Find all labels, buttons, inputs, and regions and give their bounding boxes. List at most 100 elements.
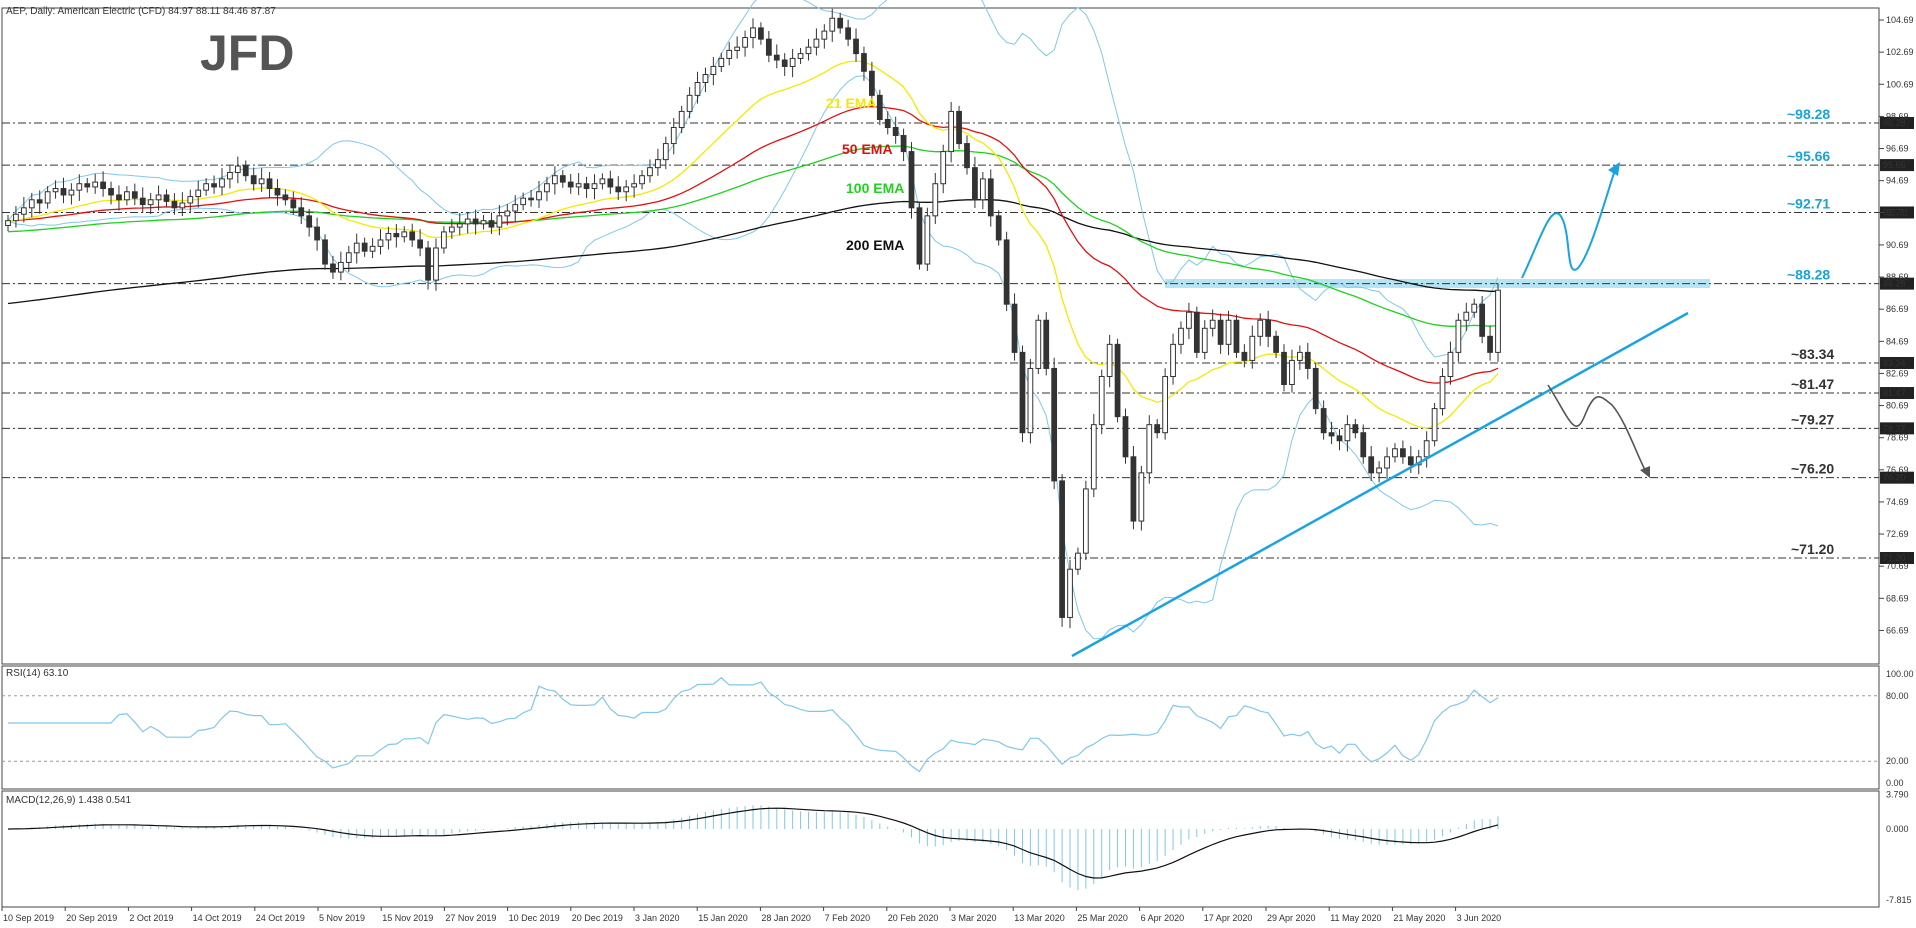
axes: 104.69 102.69 100.69 98.69 96.69 94.69 92.71 90… xyxy=(1,15,1914,923)
candle-body xyxy=(1186,311,1192,329)
candle-body xyxy=(234,165,241,173)
candle-body xyxy=(1193,311,1200,353)
candle-body xyxy=(813,38,820,48)
candle-body xyxy=(456,223,463,228)
candle-body xyxy=(1344,424,1351,442)
candle-body xyxy=(734,46,741,51)
candle-body xyxy=(1296,351,1303,361)
candle-body xyxy=(662,143,669,161)
level-label: ~95.66 xyxy=(1787,148,1830,164)
candle-body xyxy=(1257,319,1264,337)
candle-body xyxy=(528,197,534,201)
price-axis-label: 76.69 xyxy=(1886,465,1909,475)
candle-body xyxy=(337,261,344,273)
candle-body xyxy=(1162,375,1169,434)
candle-body xyxy=(536,191,542,201)
ema50-label: 50 EMA xyxy=(842,141,893,157)
candle-body xyxy=(995,215,1002,241)
candle-body xyxy=(227,171,233,180)
price-tag-text: 83.34 xyxy=(1883,358,1906,368)
candle-body xyxy=(28,199,35,209)
price-tag-text: 81.47 xyxy=(1883,388,1906,398)
price-axis-label: 100.69 xyxy=(1886,79,1914,89)
candle-body xyxy=(5,220,11,226)
candle-body xyxy=(1011,303,1018,353)
candle-body xyxy=(1304,351,1311,369)
candle-body xyxy=(425,247,431,281)
candle-body xyxy=(559,175,566,183)
ema100-line xyxy=(7,145,1499,327)
candle-body xyxy=(1075,552,1081,570)
bullish-projection-arrow xyxy=(1521,169,1616,279)
macd-axis-label: -7.815 xyxy=(1886,895,1912,905)
time-axis-label: 7 Feb 2020 xyxy=(825,913,871,923)
price-tag-text: 95.66 xyxy=(1883,160,1906,170)
candle-body xyxy=(972,167,978,201)
candle-body xyxy=(155,194,162,201)
candle-body xyxy=(282,194,289,201)
candle-body xyxy=(1392,448,1398,458)
candle-body xyxy=(409,231,416,241)
price-axis-label: 92.71 xyxy=(1886,207,1909,217)
price-axis-label: 96.69 xyxy=(1886,144,1909,154)
time-axis-label: 24 Oct 2019 xyxy=(256,913,305,923)
candle-body xyxy=(639,175,645,185)
candle-body xyxy=(1090,424,1097,490)
candle-body xyxy=(480,220,487,225)
candle-body xyxy=(575,183,582,188)
ema200-line xyxy=(7,198,1498,305)
candle-body xyxy=(322,239,328,265)
rsi-header: RSI(14) 63.10 xyxy=(6,668,69,679)
candle-body xyxy=(678,110,685,128)
price-tag xyxy=(1880,159,1914,172)
time-axis-label: 6 Apr 2020 xyxy=(1141,913,1185,923)
level-label: ~88.28 xyxy=(1787,267,1830,283)
price-axis-label: 90.69 xyxy=(1886,240,1909,250)
candle-body xyxy=(702,73,709,84)
candle-body xyxy=(464,218,471,225)
candle-body xyxy=(147,199,154,206)
candle-body xyxy=(1376,467,1382,474)
time-axis-label: 20 Sep 2019 xyxy=(66,913,117,923)
time-axis-label: 14 Oct 2019 xyxy=(193,913,242,923)
candle-body xyxy=(583,183,590,190)
candle-body xyxy=(124,191,130,201)
candle-body xyxy=(369,245,376,252)
candle-body xyxy=(869,70,875,96)
candle-body xyxy=(861,53,867,72)
time-axis-label: 27 Nov 2019 xyxy=(445,913,496,923)
time-axis-label: 3 Jun 2020 xyxy=(1457,913,1502,923)
candle-body xyxy=(1447,351,1454,377)
ema200-label: 200 EMA xyxy=(846,237,904,253)
candle-body xyxy=(488,220,495,228)
macd-histogram xyxy=(7,805,1499,891)
price-tag-text: 76.20 xyxy=(1883,473,1906,483)
price-axis-label: 102.69 xyxy=(1886,47,1914,57)
candle-body xyxy=(1201,327,1208,353)
candle-body xyxy=(1360,432,1367,458)
candle-body xyxy=(797,53,804,59)
candle-body xyxy=(655,159,661,169)
candle-body xyxy=(1051,367,1058,482)
candle-body xyxy=(1233,319,1240,353)
candle-body xyxy=(187,196,194,204)
candle-body xyxy=(1423,440,1430,458)
candle-body xyxy=(1265,319,1272,337)
candle-body xyxy=(1384,456,1390,469)
candle-body xyxy=(607,178,614,188)
candle-body xyxy=(892,126,899,137)
candle-body xyxy=(853,38,859,55)
candle-body xyxy=(567,181,574,188)
candle-body xyxy=(36,199,43,204)
price-tag xyxy=(1880,422,1914,435)
candle-body xyxy=(647,167,653,177)
candle-body xyxy=(1368,456,1375,474)
candle-body xyxy=(13,213,19,222)
candle-body xyxy=(821,30,828,40)
candle-body xyxy=(615,186,622,193)
candle-body xyxy=(718,57,725,67)
macd-header: MACD(12,26,9) 1.438 0.541 xyxy=(6,795,132,806)
candle-body xyxy=(1170,343,1176,377)
candle-body xyxy=(948,110,955,153)
candle-body xyxy=(92,181,99,188)
